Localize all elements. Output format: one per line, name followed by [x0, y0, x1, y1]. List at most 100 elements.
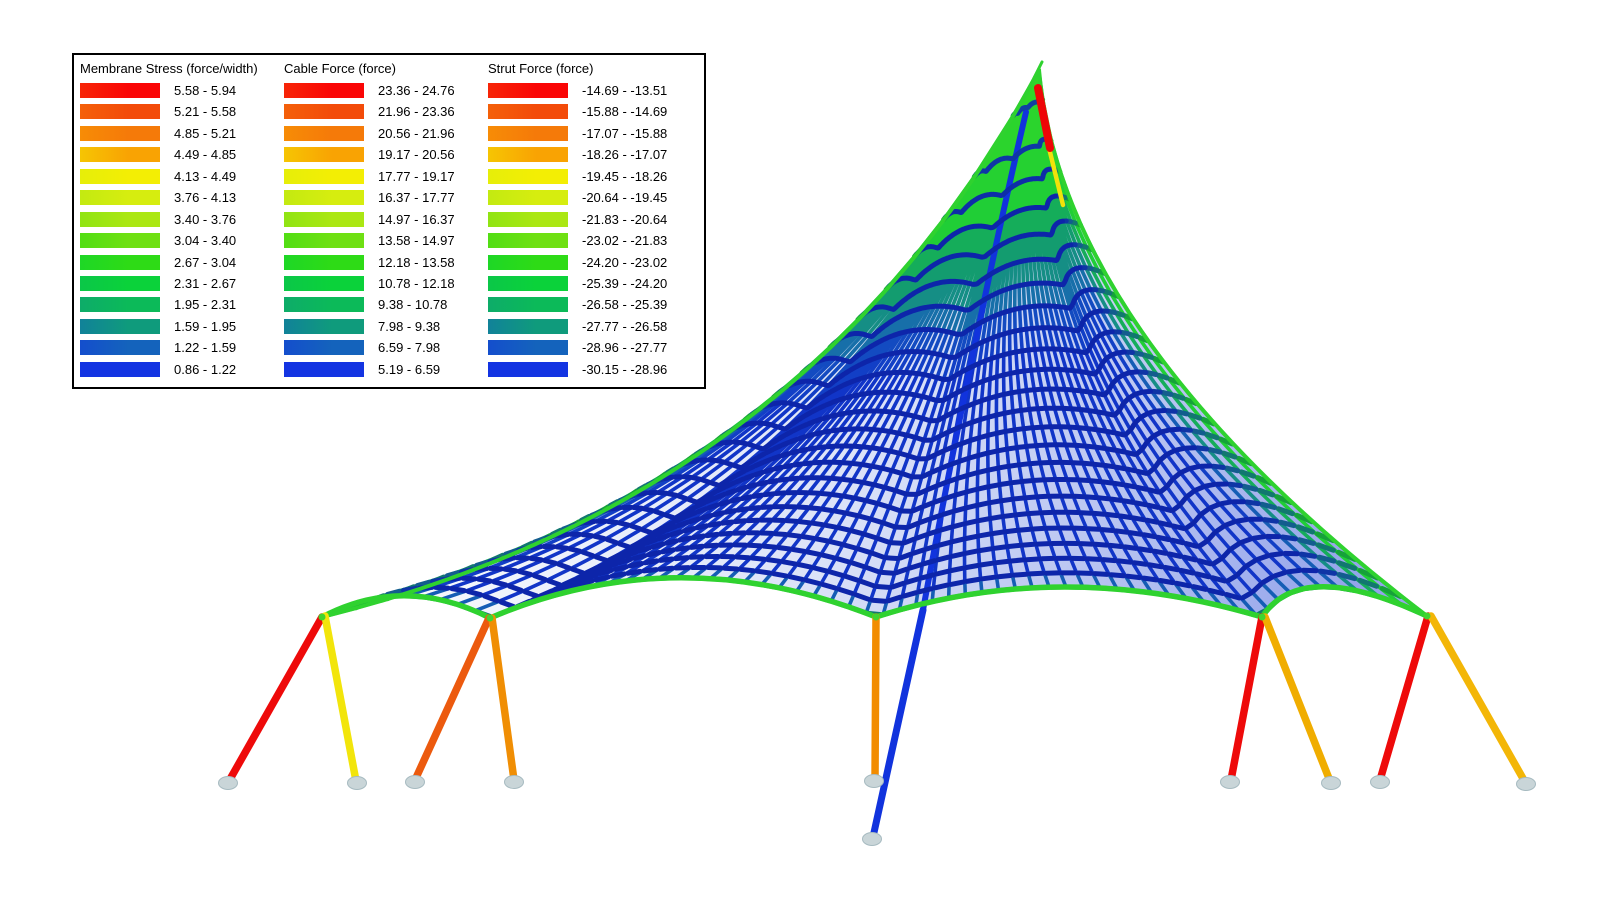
legend-range-label: -30.15 - -28.96: [582, 361, 668, 377]
apex-nodes: [318, 612, 1431, 622]
apex-node: [318, 613, 326, 621]
legend-swatch: [80, 275, 160, 291]
legend-swatch: [488, 211, 568, 227]
legend-row: -30.15 - -28.96: [488, 361, 668, 377]
legend-row: 17.77 - 19.17: [284, 168, 455, 184]
legend-row: 3.76 - 4.13: [80, 190, 237, 206]
tie-down-cable-lower[interactable]: [869, 606, 927, 841]
support-pad[interactable]: [347, 776, 367, 790]
legend-swatch: [80, 233, 160, 249]
legend-swatch: [284, 254, 364, 270]
support-pad[interactable]: [862, 832, 882, 846]
legend-panel: Membrane Stress (force/width) 5.58 - 5.9…: [72, 53, 706, 389]
apex-node: [486, 614, 494, 622]
strut-a-left[interactable]: [225, 613, 326, 785]
legend-swatch: [80, 168, 160, 184]
legend-group-title: Membrane Stress (force/width): [80, 61, 258, 76]
legend-range-label: -24.20 - -23.02: [582, 254, 668, 270]
legend-row: 9.38 - 10.78: [284, 297, 455, 313]
legend-swatch: [284, 275, 364, 291]
legend-swatch: [488, 190, 568, 206]
legend-row: 23.36 - 24.76: [284, 83, 455, 98]
legend-range-label: 21.96 - 23.36: [378, 104, 455, 120]
legend-range-label: 20.56 - 21.96: [378, 125, 455, 141]
legend-swatch: [284, 211, 364, 227]
legend-swatch: [488, 104, 568, 120]
strut-center[interactable]: [871, 613, 880, 784]
legend-row: -18.26 - -17.07: [488, 147, 667, 163]
strut-b-right[interactable]: [488, 614, 518, 784]
legend-row: -14.69 - -13.51: [488, 83, 667, 98]
legend-swatch: [80, 340, 160, 356]
legend-range-label: 3.04 - 3.40: [174, 233, 237, 249]
support-pad[interactable]: [1516, 777, 1536, 791]
legend-swatch: [488, 340, 568, 356]
legend-row: 13.58 - 14.97: [284, 233, 455, 249]
legend-row: 21.96 - 23.36: [284, 104, 455, 120]
legend-range-label: -17.07 - -15.88: [582, 125, 668, 141]
legend-swatch: [80, 83, 160, 98]
strut-a-right[interactable]: [321, 612, 360, 785]
legend-range-label: -26.58 - -25.39: [582, 297, 668, 313]
legend-row: 2.67 - 3.04: [80, 254, 237, 270]
legend-range-label: -19.45 - -18.26: [582, 168, 668, 184]
legend-row: 3.40 - 3.76: [80, 211, 237, 227]
legend-range-label: -28.96 - -27.77: [582, 340, 668, 356]
legend-row: -23.02 - -21.83: [488, 233, 667, 249]
support-pad[interactable]: [504, 775, 524, 789]
strut-d-right[interactable]: [1427, 612, 1529, 786]
legend-row: 0.86 - 1.22: [80, 361, 236, 377]
legend-range-label: 3.40 - 3.76: [174, 211, 237, 227]
legend-swatch: [80, 318, 160, 334]
legend-row: -24.20 - -23.02: [488, 254, 668, 270]
support-pad[interactable]: [1370, 775, 1390, 789]
legend-range-label: -21.83 - -20.64: [582, 211, 668, 227]
legend-range-label: 1.22 - 1.59: [174, 340, 237, 356]
legend-range-label: -25.39 - -24.20: [582, 275, 668, 291]
legend-row: 3.04 - 3.40: [80, 233, 237, 249]
legend-row: 12.18 - 13.58: [284, 254, 455, 270]
legend-swatch: [284, 233, 364, 249]
legend-range-label: 5.19 - 6.59: [378, 361, 441, 377]
legend-group-title: Cable Force (force): [284, 61, 396, 76]
support-pad[interactable]: [1220, 775, 1240, 789]
legend-row: -21.83 - -20.64: [488, 211, 668, 227]
legend-swatch: [80, 361, 160, 377]
strut-c-right[interactable]: [1261, 613, 1334, 785]
legend-swatch: [284, 125, 364, 141]
legend-swatch: [284, 147, 364, 163]
legend-range-label: 14.97 - 16.37: [378, 211, 455, 227]
strut-b-left[interactable]: [411, 614, 493, 784]
legend-group-strut: Strut Force (force) -14.69 - -13.51 -15.8…: [488, 55, 692, 387]
support-pad[interactable]: [1321, 776, 1341, 790]
legend-range-label: 9.38 - 10.78: [378, 297, 448, 313]
legend-swatch: [80, 254, 160, 270]
support-pad[interactable]: [405, 775, 425, 789]
support-struts[interactable]: [225, 612, 1529, 786]
legend-rows: -14.69 - -13.51 -15.88 - -14.69 -17.07 - -…: [488, 83, 667, 383]
strut-d-left[interactable]: [1376, 612, 1432, 784]
legend-rows: 5.58 - 5.94 5.21 - 5.58 4.85 - 5.21 4.49 - …: [80, 83, 236, 383]
legend-row: -19.45 - -18.26: [488, 168, 668, 184]
legend-swatch: [284, 297, 364, 313]
legend-swatch: [488, 168, 568, 184]
legend-swatch: [284, 83, 364, 98]
legend-range-label: 5.58 - 5.94: [174, 83, 237, 98]
legend-swatch: [284, 318, 364, 334]
legend-range-label: -20.64 - -19.45: [582, 190, 668, 206]
legend-range-label: 12.18 - 13.58: [378, 254, 455, 270]
support-pad[interactable]: [864, 774, 884, 788]
support-pad[interactable]: [218, 776, 238, 790]
peak-members[interactable]: [1032, 60, 1066, 208]
strut-c-left[interactable]: [1227, 613, 1266, 784]
legend-row: 14.97 - 16.37: [284, 211, 455, 227]
legend-range-label: 2.67 - 3.04: [174, 254, 237, 270]
peak-tip-cable: [1032, 60, 1044, 80]
foundation-pads[interactable]: [218, 774, 1536, 846]
legend-row: 4.85 - 5.21: [80, 125, 236, 141]
legend-range-label: 6.59 - 7.98: [378, 340, 441, 356]
legend-row: -28.96 - -27.77: [488, 340, 668, 356]
legend-range-label: 3.76 - 4.13: [174, 190, 237, 206]
